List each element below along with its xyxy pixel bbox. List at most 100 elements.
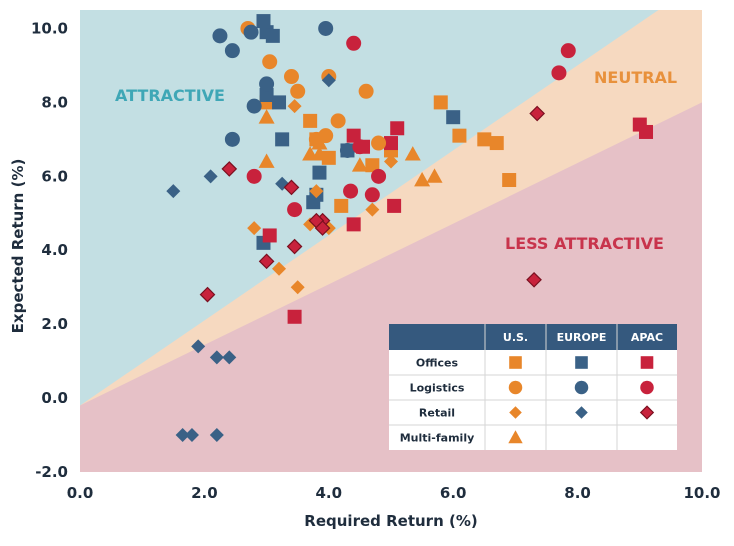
point-apac-offices bbox=[387, 198, 402, 213]
legend-marker-multifamily-us bbox=[508, 430, 523, 444]
point-apac-retail bbox=[314, 220, 331, 236]
legend-marker-retail-europe bbox=[575, 406, 588, 419]
point-us-logistics bbox=[290, 83, 306, 99]
point-apac-retail bbox=[529, 105, 546, 122]
point-us-offices bbox=[452, 128, 467, 143]
legend-marker-logistics-us bbox=[508, 380, 523, 395]
point-us-offices bbox=[502, 173, 517, 188]
point-us-offices bbox=[433, 95, 448, 110]
point-apac-offices bbox=[346, 217, 361, 232]
point-us-multifamily bbox=[404, 146, 421, 161]
y-tick-label: 8.0 bbox=[41, 93, 68, 111]
y-tick-label: 10.0 bbox=[31, 19, 68, 37]
point-apac-retail bbox=[526, 271, 542, 288]
point-europe-offices bbox=[306, 195, 321, 210]
legend-marker-offices-europe bbox=[575, 356, 588, 369]
point-apac-offices bbox=[384, 136, 398, 151]
point-us-multifamily bbox=[414, 172, 431, 187]
point-apac-offices bbox=[262, 228, 277, 243]
point-us-logistics bbox=[262, 54, 278, 70]
point-us-offices bbox=[321, 150, 336, 165]
legend: U.S. EUROPE APAC Offices Logistics Retail Mult… bbox=[389, 324, 677, 450]
point-apac-retail bbox=[283, 179, 300, 196]
point-europe-retail bbox=[222, 350, 237, 365]
point-europe-logistics bbox=[212, 28, 228, 44]
point-apac-logistics bbox=[346, 35, 362, 51]
point-us-retail bbox=[309, 184, 324, 199]
legend-column-header: EUROPE bbox=[557, 331, 607, 344]
point-us-logistics bbox=[283, 69, 299, 85]
region-label-attractive: ATTRACTIVE bbox=[115, 86, 225, 105]
point-apac-retail bbox=[258, 253, 275, 270]
point-europe-retail bbox=[321, 73, 336, 88]
point-europe-logistics bbox=[339, 142, 355, 158]
point-europe-logistics bbox=[224, 131, 240, 147]
point-europe-logistics bbox=[246, 98, 262, 114]
point-apac-offices bbox=[390, 121, 405, 136]
point-europe-retail bbox=[209, 428, 224, 443]
point-europe-offices bbox=[275, 132, 290, 147]
point-us-retail bbox=[287, 99, 302, 114]
point-europe-offices bbox=[265, 28, 280, 43]
legend-marker-offices-us bbox=[509, 356, 522, 369]
point-us-multifamily bbox=[311, 135, 328, 150]
legend-marker-retail-apac bbox=[639, 405, 655, 420]
region-label-less-attractive: LESS ATTRACTIVE bbox=[505, 234, 664, 253]
y-tick-label: 6.0 bbox=[41, 167, 68, 185]
legend-column-header: U.S. bbox=[503, 331, 528, 344]
point-apac-logistics bbox=[551, 65, 567, 81]
point-apac-logistics bbox=[364, 187, 380, 203]
point-apac-offices bbox=[639, 124, 654, 139]
point-us-logistics bbox=[358, 83, 374, 99]
point-apac-offices bbox=[346, 128, 361, 143]
legend-column-header: APAC bbox=[631, 331, 663, 344]
legend-marker-logistics-europe bbox=[574, 380, 589, 395]
point-us-retail bbox=[272, 261, 287, 276]
point-us-offices bbox=[365, 158, 380, 173]
point-apac-logistics bbox=[371, 168, 387, 184]
point-us-multifamily bbox=[258, 153, 275, 168]
point-europe-retail bbox=[166, 184, 181, 199]
point-us-offices bbox=[477, 132, 492, 147]
point-apac-retail bbox=[221, 161, 238, 177]
point-europe-retail bbox=[184, 428, 199, 443]
x-tick-label: 8.0 bbox=[564, 484, 591, 502]
point-europe-offices bbox=[312, 165, 327, 180]
y-tick-label: -2.0 bbox=[35, 463, 68, 481]
point-apac-retail bbox=[199, 286, 216, 303]
point-apac-logistics bbox=[352, 139, 368, 155]
legend-marker-retail-us bbox=[509, 406, 522, 419]
point-europe-retail bbox=[203, 169, 218, 184]
legend-row-label: Retail bbox=[419, 407, 455, 420]
point-us-offices bbox=[303, 113, 318, 128]
point-europe-offices bbox=[272, 95, 287, 110]
point-europe-offices bbox=[259, 88, 274, 103]
point-europe-offices bbox=[446, 110, 461, 125]
point-europe-logistics bbox=[318, 20, 334, 36]
legend-marker-offices-apac bbox=[640, 356, 654, 369]
x-tick-label: 4.0 bbox=[316, 484, 343, 502]
point-apac-logistics bbox=[246, 168, 262, 184]
point-europe-offices bbox=[256, 14, 271, 29]
point-europe-logistics bbox=[259, 76, 275, 92]
legend-row-label: Multi-family bbox=[400, 432, 475, 445]
axis-ticks: 0.0 2.0 4.0 6.0 8.0 10.0 -2.0 0.0 2.0 4.0 6.0 8.0 10… bbox=[31, 19, 721, 502]
point-us-retail bbox=[384, 154, 398, 169]
point-us-retail bbox=[247, 221, 262, 236]
legend-row-label: Logistics bbox=[410, 382, 465, 395]
y-tick-label: 4.0 bbox=[41, 241, 68, 259]
x-tick-label: 10.0 bbox=[683, 484, 720, 502]
x-tick-label: 2.0 bbox=[191, 484, 218, 502]
point-us-multifamily bbox=[351, 157, 368, 172]
region-labels: ATTRACTIVE NEUTRAL LESS ATTRACTIVE bbox=[115, 68, 677, 253]
legend-header-bar bbox=[389, 324, 677, 350]
data-points bbox=[166, 14, 654, 443]
point-us-logistics bbox=[371, 135, 387, 151]
point-apac-logistics bbox=[560, 43, 576, 59]
y-tick-label: 0.0 bbox=[41, 389, 68, 407]
point-us-retail bbox=[365, 202, 380, 217]
y-axis-title: Expected Return (%) bbox=[9, 159, 27, 334]
x-tick-label: 6.0 bbox=[440, 484, 467, 502]
point-apac-logistics bbox=[287, 202, 303, 218]
